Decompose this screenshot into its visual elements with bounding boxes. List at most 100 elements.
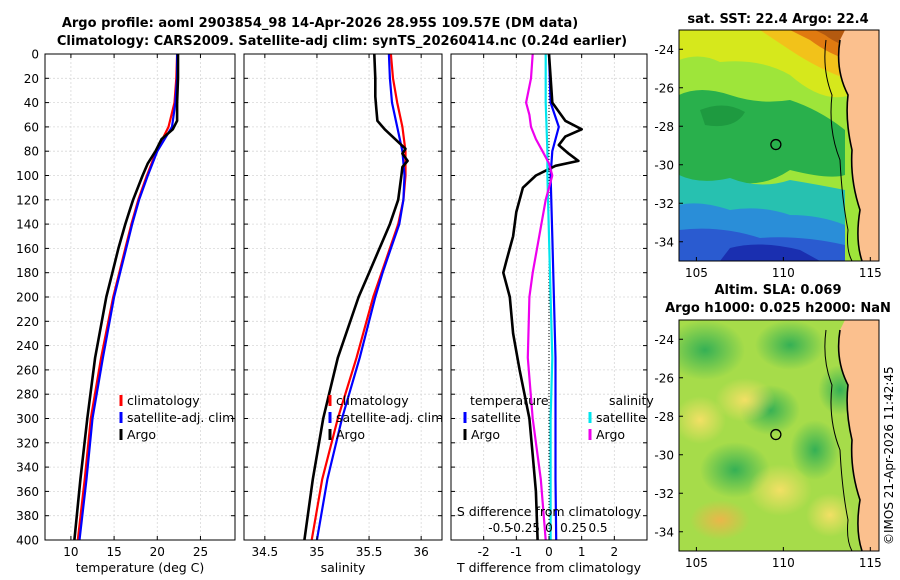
sla-map-title: Altim. SLA: 0.069 (715, 283, 842, 298)
sst-map-image (679, 30, 879, 261)
temperature-xtick-label: 25 (193, 545, 208, 559)
difference-series-salinity-satellite (544, 54, 554, 540)
salinity-xtick-label: 35 (309, 545, 324, 559)
argo-location-marker (770, 428, 782, 441)
depth-tick-label: 180 (16, 266, 39, 280)
depth-tick-label: 200 (16, 291, 39, 305)
depth-tick-label: 80 (24, 145, 39, 159)
depth-tick-label: 340 (16, 461, 39, 475)
difference-xtick-label: -2 (478, 545, 490, 559)
map-ytick-label: -30 (654, 158, 674, 172)
difference-series-temperature-argo (501, 53, 584, 541)
title-line-1: Argo profile: aoml 2903854_98 14-Apr-202… (62, 16, 578, 31)
salinity-profile-panel: 34.5 35 35.5 36 salinity climatology satellite… (243, 53, 443, 575)
salinity-xtick-label: 34.5 (251, 545, 278, 559)
difference-legend-label: satellite (596, 410, 646, 425)
sst-map: 105 110 115 -24 -26 -28 -30 -32 -34 (654, 29, 882, 280)
map-xtick-label: 115 (859, 266, 882, 280)
depth-tick-label: 320 (16, 436, 39, 450)
map-xtick-label: 115 (859, 556, 882, 570)
map-ytick-label: -34 (654, 525, 674, 539)
depth-tick-label: 300 (16, 412, 39, 426)
difference-legend-label: satellite (471, 410, 521, 425)
depth-tick-label: 240 (16, 339, 39, 353)
depth-tick-label: 100 (16, 169, 39, 183)
temperature-series-argo (73, 54, 180, 541)
salinity-series-satellite-adj-clim (315, 53, 406, 541)
map-ytick-label: -32 (654, 197, 674, 211)
difference-legend-label: Argo (596, 427, 625, 442)
salinity-xtick-label: 35.5 (356, 545, 383, 559)
temperature-legend-label: climatology (127, 393, 200, 408)
temperature-legend-label: Argo (127, 427, 156, 442)
temperature-xtick-label: 20 (150, 545, 165, 559)
difference-top-tick-label: 0.25 (560, 521, 587, 535)
difference-series-temperature-satellite (547, 53, 560, 541)
temperature-legend-label: satellite-adj. clim (127, 410, 234, 425)
sla-map-subtitle: Argo h1000: 0.025 h2000: NaN (665, 301, 891, 316)
map-ytick-label: -34 (654, 235, 674, 249)
sst-map-axes: 105 110 115 -24 -26 -28 -30 -32 -34 (654, 43, 881, 280)
difference-top-tick-label: 0 (545, 521, 553, 535)
difference-xtick-label: 1 (578, 545, 586, 559)
difference-legend-temperature-title: temperature (470, 393, 549, 408)
difference-xtick-label: 2 (611, 545, 619, 559)
salinity-legend-label: climatology (336, 393, 409, 408)
difference-top-tick-label: 0.5 (588, 521, 607, 535)
sla-map: 105 110 115 -24 -26 -28 -30 -32 -34 (654, 319, 882, 570)
depth-tick-label: 160 (16, 242, 39, 256)
map-ytick-label: -28 (654, 410, 674, 424)
salinity-series-argo (303, 53, 409, 541)
difference-top-tick-label: -0.5 (488, 521, 511, 535)
title-line-2: Climatology: CARS2009. Satellite-adj cli… (57, 34, 627, 49)
difference-xlabel: T difference from climatology (456, 560, 642, 575)
temperature-xtick-label: 15 (106, 545, 121, 559)
difference-profile-panel: -2 -1 0 1 2T difference from climatology temp… (450, 53, 654, 575)
salinity-legend-label: Argo (336, 427, 365, 442)
map-ytick-label: -26 (654, 371, 674, 385)
temperature-xlabel: temperature (deg C) (76, 560, 205, 575)
argo-location-marker (770, 138, 782, 151)
depth-tick-label: 400 (16, 534, 39, 548)
map-xtick-label: 110 (772, 266, 795, 280)
depth-tick-label: 220 (16, 315, 39, 329)
sst-map-title: sat. SST: 22.4 Argo: 22.4 (687, 12, 868, 27)
salinity-xtick-label: 36 (414, 545, 429, 559)
map-ytick-label: -24 (654, 333, 674, 347)
sla-map-axes: 105 110 115 -24 -26 -28 -30 -32 -34 (654, 333, 881, 570)
map-ytick-label: -32 (654, 487, 674, 501)
depth-tick-label: 140 (16, 218, 39, 232)
difference-xtick-label: 0 (545, 545, 553, 559)
depth-tick-label: 0 (31, 48, 39, 62)
difference-legend-label: Argo (471, 427, 500, 442)
temperature-plot-area (45, 54, 235, 540)
map-xtick-label: 105 (685, 266, 708, 280)
map-xtick-label: 110 (772, 556, 795, 570)
depth-tick-label: 120 (16, 193, 39, 207)
depth-tick-label: 40 (24, 96, 39, 110)
depth-tick-label: 380 (16, 509, 39, 523)
map-ytick-label: -24 (654, 43, 674, 57)
depth-tick-label: 20 (24, 72, 39, 86)
salinity-legend-label: satellite-adj. clim (336, 410, 443, 425)
salinity-xlabel: salinity (321, 560, 366, 575)
difference-xtick-label: -1 (510, 545, 522, 559)
map-xtick-label: 105 (685, 556, 708, 570)
map-ytick-label: -26 (654, 81, 674, 95)
temperature-xtick-label: 10 (63, 545, 78, 559)
difference-xlabel-top: S difference from climatology (457, 504, 642, 519)
temperature-series-satellite-adj-clim (78, 54, 179, 541)
sla-map-image (679, 320, 879, 551)
difference-legend-salinity-title: salinity (609, 393, 654, 408)
depth-tick-label: 360 (16, 485, 39, 499)
difference-top-tick-label: -0.25 (509, 521, 540, 535)
depth-tick-label: 60 (24, 120, 39, 134)
map-ytick-label: -30 (654, 448, 674, 462)
imos-timestamp: ©IMOS 21-Apr-2026 11:42:45 (882, 366, 896, 545)
depth-tick-label: 260 (16, 363, 39, 377)
depth-tick-label: 280 (16, 388, 39, 402)
difference-series-salinity-argo (524, 53, 554, 541)
